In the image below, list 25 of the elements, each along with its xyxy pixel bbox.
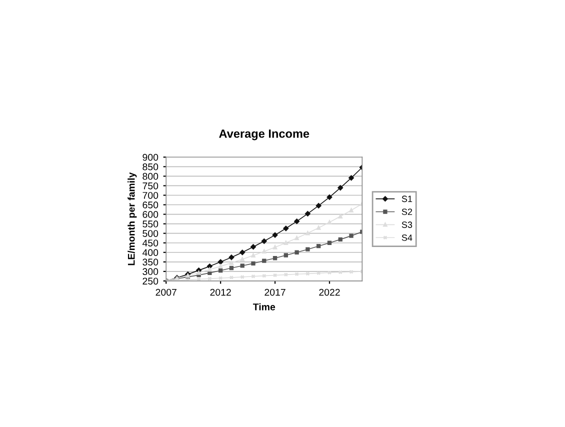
x-tick-label: 2022 (319, 288, 340, 296)
legend-label: S1 (402, 196, 412, 202)
y-tick-label: 850 (142, 163, 158, 170)
legend-label: S4 (402, 234, 412, 241)
y-tick-label: 450 (142, 240, 158, 246)
y-tick-label: 650 (142, 201, 158, 208)
legend-label: S2 (402, 208, 412, 216)
y-tick-label: 600 (142, 211, 158, 218)
x-axis-title: Time (252, 303, 276, 310)
chart-title: Average Income (219, 130, 310, 140)
y-axis-title: LE/month per family (128, 172, 137, 266)
y-tick-label: 550 (142, 220, 158, 228)
y-tick-label: 300 (142, 268, 158, 276)
y-tick-label: 250 (142, 278, 158, 285)
y-tick-label: 750 (142, 182, 158, 190)
x-tick-label: 2012 (210, 288, 231, 296)
y-tick-label: 400 (142, 249, 158, 256)
y-tick-label: 350 (142, 258, 158, 266)
x-tick-label: 2007 (156, 288, 176, 296)
y-tick-label: 900 (142, 154, 158, 161)
x-tick-label: 2017 (264, 288, 286, 296)
y-tick-label: 800 (142, 172, 158, 180)
legend-label: S3 (402, 222, 412, 228)
y-tick-label: 700 (142, 192, 158, 199)
y-tick-label: 500 (142, 230, 158, 237)
